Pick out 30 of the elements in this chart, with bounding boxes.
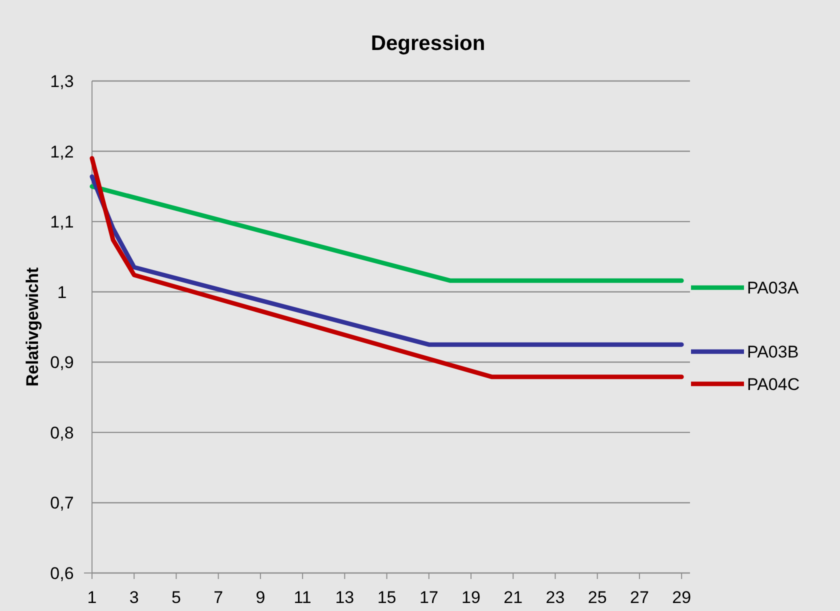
y-tick-label: 1 (57, 282, 67, 302)
x-tick-label: 5 (171, 588, 181, 607)
x-tick-label: 17 (419, 588, 438, 607)
chart-title: Degression (370, 32, 486, 55)
x-tick-label: 1 (87, 588, 97, 607)
line-series (90, 174, 684, 347)
line-series (90, 156, 684, 380)
x-tick-label: 13 (335, 588, 354, 607)
x-tick-label: 23 (546, 588, 565, 607)
x-tick-label: 15 (377, 588, 396, 607)
y-tick-label: 0,7 (50, 494, 74, 513)
y-tick-label: 0,6 (50, 564, 74, 583)
legend-label: PA03B (747, 342, 799, 362)
y-tick-label: 1,2 (50, 142, 74, 162)
legend-label: PA04C (747, 374, 800, 394)
y-tick-label: 0,8 (50, 423, 74, 442)
y-tick-label: 1,3 (50, 72, 74, 91)
y-axis-title: Relativgewicht (23, 267, 42, 387)
x-tick-label: 27 (630, 588, 649, 607)
x-tick-label: 11 (294, 588, 312, 607)
legend-label: PA03A (747, 278, 800, 298)
x-tick-label: 25 (588, 588, 607, 607)
x-tick-label: 9 (256, 588, 266, 607)
y-tick-label: 1,1 (50, 212, 74, 232)
x-tick-label: 7 (214, 588, 224, 607)
y-tick-label: 0,9 (50, 353, 74, 372)
x-tick-label: 29 (672, 588, 692, 607)
x-tick-label: 19 (462, 588, 480, 607)
x-tick-label: 21 (504, 588, 523, 607)
x-tick-label: 3 (129, 588, 139, 607)
